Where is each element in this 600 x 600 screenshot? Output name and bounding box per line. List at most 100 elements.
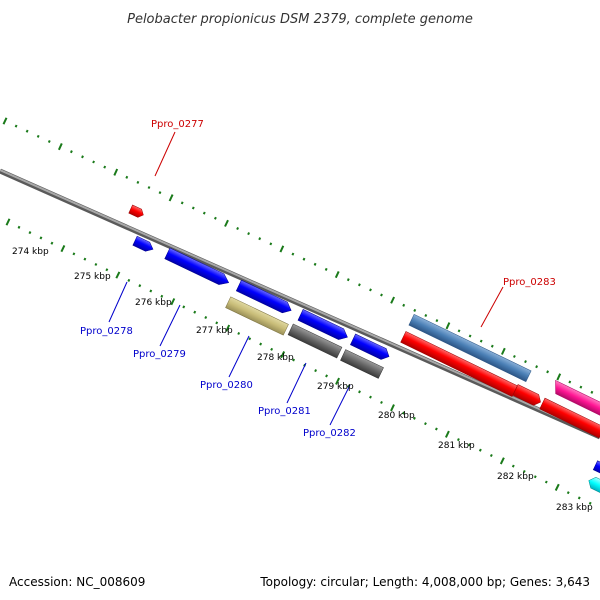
minor-tick	[467, 443, 471, 447]
minor-tick	[105, 268, 109, 272]
minor-tick	[125, 175, 129, 179]
gene-label-ppro-0277[interactable]: Ppro_0277	[151, 119, 204, 130]
gene-red-long[interactable]	[400, 331, 518, 397]
kbp-label: 278 kbp	[257, 353, 294, 363]
kbp-label: 274 kbp	[12, 247, 49, 257]
minor-tick	[522, 469, 526, 473]
major-tick	[556, 373, 562, 381]
gene-label-ppro-0282[interactable]: Ppro_0282	[303, 428, 356, 439]
minor-tick	[25, 129, 29, 133]
kbp-label: 283 kbp	[556, 503, 593, 513]
gene-cyan[interactable]	[586, 475, 600, 499]
gene-label-ppro-0283[interactable]: Ppro_0283	[503, 277, 556, 288]
minor-tick	[236, 226, 240, 231]
gene-ppro-0283[interactable]	[408, 313, 532, 383]
minor-tick	[577, 496, 581, 500]
gene-ppro-0277[interactable]	[128, 204, 145, 219]
gene-label-ppro-0278[interactable]: Ppro_0278	[80, 326, 133, 337]
gene-label-ppro-0280[interactable]: Ppro_0280	[200, 380, 253, 391]
major-tick	[225, 324, 231, 332]
kbp-label: 282 kbp	[497, 472, 534, 482]
minor-tick	[566, 491, 570, 495]
minor-tick	[347, 384, 350, 389]
minor-tick	[149, 289, 153, 293]
gene-label-ppro-0281[interactable]: Ppro_0281	[258, 406, 311, 417]
gene-blue-5[interactable]	[350, 333, 391, 362]
minor-tick	[202, 211, 206, 215]
minor-tick	[72, 252, 76, 256]
minor-tick	[579, 385, 583, 389]
minor-tick	[535, 365, 539, 369]
gene-ppro-0280[interactable]	[225, 296, 289, 336]
minor-tick	[270, 347, 274, 351]
minor-tick	[369, 395, 372, 399]
gene-blue-4[interactable]	[297, 309, 350, 342]
major-tick	[334, 270, 340, 279]
minor-tick	[269, 242, 273, 246]
major-tick	[444, 430, 450, 438]
major-tick	[279, 245, 285, 253]
accession-text: Accession: NC_008609	[9, 575, 145, 589]
gene-red-right[interactable]	[539, 397, 600, 439]
map-title: Pelobacter propionicus DSM 2379, complet…	[127, 12, 473, 27]
major-tick	[168, 194, 174, 202]
minor-tick	[424, 313, 428, 318]
gene-label-ppro-0279[interactable]: Ppro_0279	[133, 349, 186, 360]
major-tick	[5, 218, 11, 226]
topology-text: Topology: circular; Length: 4,008,000 bp…	[259, 575, 590, 589]
minor-tick	[136, 180, 140, 184]
minor-tick	[380, 400, 383, 404]
gene-ppro-0278[interactable]	[132, 235, 155, 254]
minor-tick	[478, 448, 482, 452]
major-tick	[500, 347, 506, 355]
minor-tick	[160, 294, 164, 298]
minor-tick	[314, 369, 318, 373]
minor-tick	[457, 329, 461, 333]
minor-tick	[346, 278, 350, 282]
minor-tick	[50, 241, 54, 245]
minor-tick	[191, 206, 195, 210]
label-leaders	[108, 131, 504, 426]
gene-magenta[interactable]	[550, 379, 600, 417]
minor-tick	[489, 453, 493, 458]
minor-tick	[14, 124, 18, 128]
major-tick	[554, 483, 560, 491]
kbp-label: 275 kbp	[74, 272, 111, 282]
gene-ppro-0279[interactable]	[164, 247, 232, 288]
minor-tick	[92, 160, 96, 164]
minor-tick	[302, 257, 306, 261]
minor-tick	[247, 232, 251, 236]
minor-tick	[213, 216, 217, 220]
minor-tick	[158, 191, 162, 195]
major-tick	[115, 271, 121, 279]
minor-tick	[36, 134, 40, 138]
gene-ppro-0282[interactable]	[340, 349, 384, 379]
kbp-label: 281 kbp	[438, 441, 475, 451]
minor-tick	[39, 236, 43, 240]
minor-tick	[479, 339, 483, 343]
minor-tick	[357, 283, 361, 287]
minor-tick	[237, 331, 241, 335]
major-tick	[445, 322, 451, 330]
kbp-label: 277 kbp	[196, 326, 233, 336]
gene-red-short[interactable]	[512, 384, 543, 407]
minor-tick	[204, 315, 208, 320]
gene-ppro-0281[interactable]	[287, 323, 343, 359]
minor-tick	[402, 303, 406, 307]
minor-tick	[402, 411, 405, 415]
major-tick	[224, 219, 229, 227]
minor-tick	[424, 422, 427, 426]
major-tick	[60, 244, 66, 253]
gene-blue-edge[interactable]	[592, 460, 600, 475]
gene-blue-3[interactable]	[235, 279, 294, 316]
minor-tick	[81, 155, 84, 159]
minor-tick	[468, 334, 472, 338]
minor-tick	[546, 370, 550, 374]
minor-tick	[147, 186, 151, 190]
minor-tick	[193, 310, 197, 314]
minor-tick	[28, 231, 32, 235]
minor-tick	[533, 475, 537, 479]
major-tick	[390, 296, 396, 304]
minor-tick	[180, 201, 184, 205]
minor-tick	[524, 360, 527, 364]
